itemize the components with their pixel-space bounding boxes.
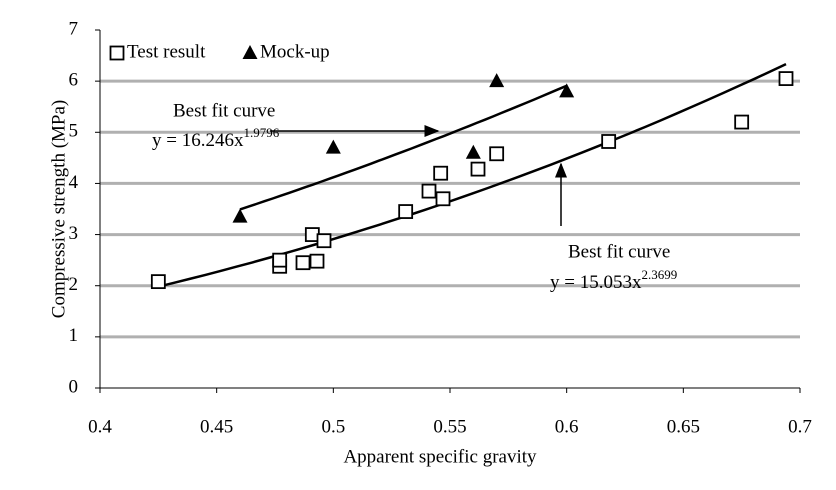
- fit-equation-base: y = 16.246x: [152, 130, 244, 151]
- x-tick-label: 0.45: [200, 416, 233, 437]
- legend-marker: [242, 45, 258, 59]
- fit-curve: [157, 62, 787, 288]
- x-tick-label: 0.65: [667, 416, 700, 437]
- point: [316, 233, 332, 249]
- fit-label: Best fit curve: [173, 100, 275, 121]
- point: [435, 191, 451, 207]
- point: [601, 134, 617, 149]
- y-axis-title: Compressive strength (MPa): [48, 100, 69, 318]
- fit-exponent: 1.9796: [243, 125, 279, 140]
- point: [470, 161, 486, 177]
- point: [272, 252, 288, 268]
- y-tick-label: 4: [69, 172, 79, 193]
- fit-label: Best fit curve: [568, 241, 670, 262]
- point: [559, 83, 575, 98]
- point: [489, 73, 505, 88]
- legend: Test result Mock-up: [109, 41, 330, 62]
- point: [734, 114, 750, 130]
- point: [778, 71, 794, 86]
- fit-equation-base: y = 15.053x: [550, 272, 642, 293]
- legend-label: Test result: [127, 41, 206, 62]
- x-tick-label: 0.7: [788, 416, 812, 437]
- fit-equation: y = 16.246x1.9796: [152, 125, 280, 151]
- point: [309, 253, 325, 269]
- point: [325, 139, 341, 154]
- fit-equation: y = 15.053x2.3699: [550, 267, 677, 293]
- point: [421, 183, 437, 199]
- x-tick-label: 0.55: [433, 416, 466, 437]
- x-tick-label: 0.6: [555, 416, 579, 437]
- y-tick-label: 7: [69, 18, 79, 39]
- y-tick-label: 0: [69, 376, 79, 397]
- point: [489, 146, 505, 162]
- point: [295, 255, 311, 271]
- point: [433, 165, 449, 181]
- point: [232, 208, 248, 223]
- y-tick-label: 1: [69, 325, 79, 346]
- x-axis-title: Apparent specific gravity: [343, 446, 537, 467]
- x-tick-label: 0.5: [321, 416, 345, 437]
- point: [398, 204, 414, 219]
- legend-label: Mock-up: [260, 41, 330, 62]
- point: [465, 144, 481, 159]
- y-tick-label: 5: [69, 121, 79, 142]
- point: [150, 274, 166, 290]
- x-tick-label: 0.4: [88, 416, 112, 437]
- y-tick-label: 6: [69, 70, 79, 91]
- y-tick-label: 2: [69, 274, 79, 295]
- legend-marker: [109, 45, 125, 61]
- fit-exponent: 2.3699: [641, 267, 677, 282]
- fit-curve: [239, 84, 568, 211]
- y-tick-label: 3: [69, 223, 79, 244]
